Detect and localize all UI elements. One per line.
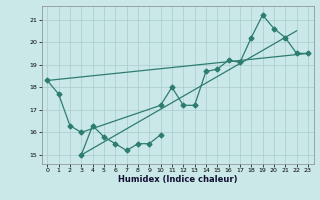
X-axis label: Humidex (Indice chaleur): Humidex (Indice chaleur) [118, 175, 237, 184]
